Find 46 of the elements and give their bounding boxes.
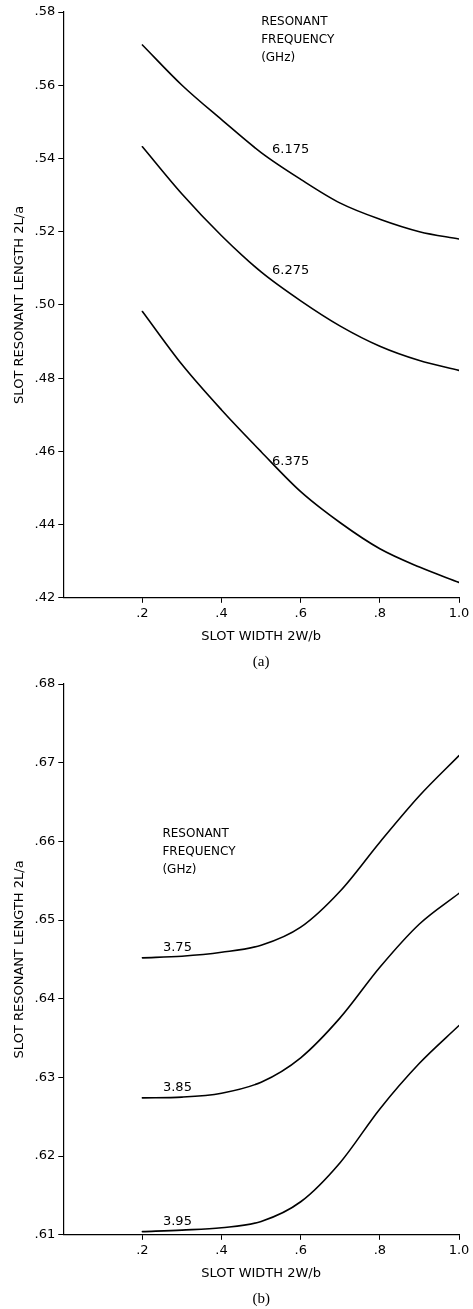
y-tick-label: .44	[34, 515, 56, 531]
y-axis-title: SLOT RESONANT LENGTH 2L/a	[11, 205, 27, 404]
x-tick-label: 1.0	[448, 604, 470, 620]
x-tick-label: .8	[373, 1241, 387, 1257]
x-tick-label: 1.0	[448, 1241, 470, 1257]
line-series	[141, 310, 459, 584]
y-tick-label: .66	[34, 832, 56, 848]
x-axis-title: SLOT WIDTH 2W/b	[201, 1264, 321, 1280]
line-series	[141, 892, 459, 1099]
y-tick-label: .67	[34, 754, 56, 770]
series-label: 6.275	[272, 262, 310, 278]
text: (a)	[252, 653, 270, 671]
series-label: 6.375	[272, 453, 310, 468]
y-tick-label: .62	[34, 1147, 56, 1163]
line-series	[141, 44, 459, 240]
x-tick-label: .4	[215, 604, 228, 620]
x-tick-label: .8	[373, 604, 387, 620]
y-tick-label: .58	[34, 3, 56, 19]
legend-title: RESONANT FREQUENCY (GHz)	[162, 825, 237, 876]
y-tick-label: .42	[34, 589, 56, 605]
x-tick-label: .2	[136, 1241, 149, 1257]
x-tick-label: .2	[136, 604, 149, 620]
y-tick-label: .54	[34, 149, 56, 165]
series-label: 3.75	[162, 939, 192, 955]
y-tick-label: .61	[34, 1226, 56, 1242]
y-axis-title: SLOT RESONANT LENGTH 2L/a	[11, 860, 27, 1059]
line-series	[141, 145, 459, 372]
x-tick-label: .4	[215, 1241, 228, 1257]
y-tick-label: .48	[34, 369, 56, 385]
y-tick-label: .64	[34, 990, 56, 1006]
x-axis-title: SLOT WIDTH 2W/b	[201, 627, 321, 643]
legend-title: RESONANT FREQUENCY (GHz)	[261, 14, 335, 65]
x-tick-label: .6	[294, 1241, 307, 1257]
y-tick-label: .52	[34, 223, 56, 239]
y-tick-label: .63	[34, 1068, 56, 1084]
text: (b)	[252, 1290, 270, 1308]
y-tick-label: .46	[34, 442, 56, 458]
series-label: 6.175	[272, 140, 310, 156]
series-label: 3.85	[162, 1079, 192, 1095]
x-tick-label: .6	[294, 604, 307, 620]
y-tick-label: .65	[34, 911, 56, 927]
series-label: 3.95	[162, 1213, 192, 1229]
y-tick-label: .56	[34, 76, 56, 92]
line-series	[141, 754, 459, 959]
y-tick-label: .50	[34, 296, 56, 312]
y-tick-label: .68	[34, 675, 56, 691]
